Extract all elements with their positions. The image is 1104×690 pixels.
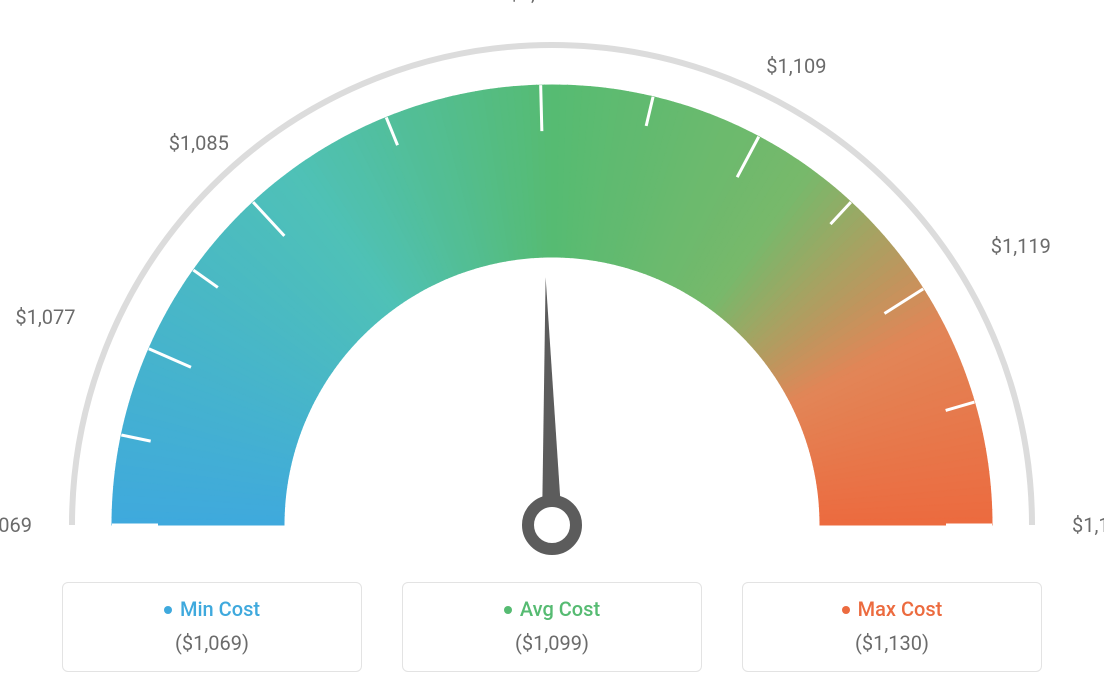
legend-row: Min Cost ($1,069) Avg Cost ($1,099) Max … bbox=[0, 582, 1104, 672]
legend-title-avg: Avg Cost bbox=[403, 597, 701, 621]
legend-title-min-text: Min Cost bbox=[180, 597, 260, 621]
gauge-tick-label: $1,069 bbox=[0, 513, 32, 537]
legend-title-avg-text: Avg Cost bbox=[520, 597, 600, 621]
legend-card-avg: Avg Cost ($1,099) bbox=[402, 582, 702, 672]
legend-title-max: Max Cost bbox=[743, 597, 1041, 621]
gauge-tick-label: $1,130 bbox=[1072, 513, 1104, 537]
gauge-tick-label: $1,077 bbox=[15, 305, 75, 329]
gauge-tick-label: $1,085 bbox=[169, 131, 229, 155]
dot-icon bbox=[504, 606, 512, 614]
gauge-tick-label: $1,109 bbox=[766, 54, 826, 78]
legend-title-max-text: Max Cost bbox=[858, 597, 943, 621]
legend-value-avg: ($1,099) bbox=[403, 631, 701, 655]
gauge-tick-label: $1,119 bbox=[991, 234, 1051, 258]
legend-value-min: ($1,069) bbox=[63, 631, 361, 655]
legend-card-min: Min Cost ($1,069) bbox=[62, 582, 362, 672]
legend-card-max: Max Cost ($1,130) bbox=[742, 582, 1042, 672]
legend-value-max: ($1,130) bbox=[743, 631, 1041, 655]
gauge-chart: $1,069 $1,077 $1,085 $1,099 $1,109 $1,119 $1,1… bbox=[0, 0, 1104, 560]
dot-icon bbox=[164, 606, 172, 614]
legend-title-min: Min Cost bbox=[63, 597, 361, 621]
gauge-tick-label: $1,099 bbox=[509, 0, 569, 5]
gauge-svg bbox=[0, 0, 1104, 560]
dot-icon bbox=[842, 606, 850, 614]
